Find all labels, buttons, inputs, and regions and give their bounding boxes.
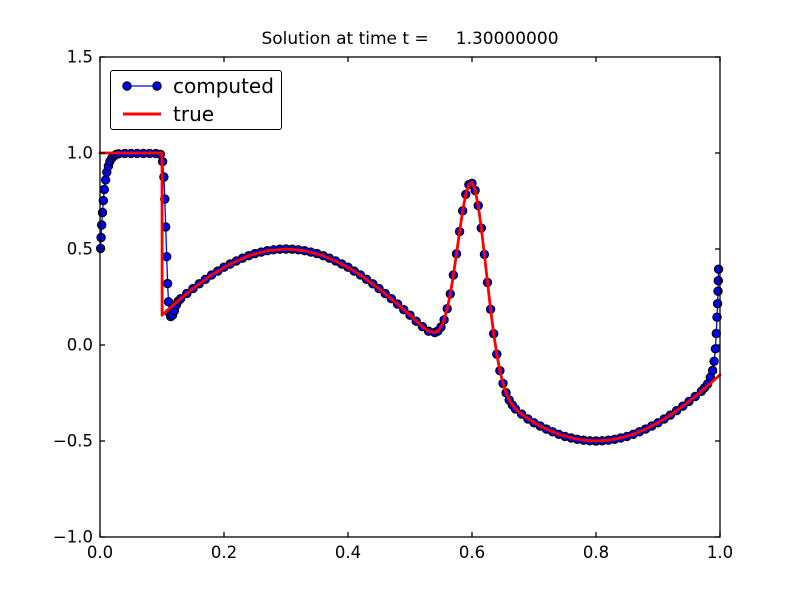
y-tick-label: 0.0 (67, 336, 93, 355)
data-point (161, 252, 172, 262)
x-tick-label: 0.0 (87, 543, 113, 562)
chart-title: Solution at time t = 1.30000000 (261, 29, 559, 49)
data-point (98, 195, 109, 206)
data-point (711, 328, 722, 339)
legend-label-computed: computed (173, 74, 274, 98)
x-tick-label: 0.4 (335, 543, 361, 562)
x-tick-label: 0.2 (211, 543, 237, 562)
y-tick-label: 1.0 (67, 144, 93, 163)
data-point (713, 286, 723, 296)
y-tick-label: −1.0 (53, 528, 93, 547)
true-legend-sample (123, 112, 161, 116)
data-point (100, 175, 111, 185)
computed-legend-marker (152, 81, 162, 91)
data-point (96, 232, 106, 243)
data-point (99, 184, 110, 195)
true-series-line (98, 151, 722, 443)
y-tick-label: −0.5 (53, 432, 93, 451)
legend-entry-computed: computed (111, 72, 281, 100)
data-point (162, 278, 173, 289)
data-point (713, 264, 724, 274)
computed-legend-sample (122, 81, 162, 91)
data-point (707, 365, 718, 376)
x-tick-label: 1.0 (707, 543, 733, 562)
data-point (163, 297, 174, 307)
x-tick-label: 0.8 (583, 543, 609, 562)
data-point (712, 312, 722, 322)
y-tick-label: 0.5 (67, 240, 93, 259)
axes-border (99, 56, 721, 538)
computed-series-line (99, 152, 720, 442)
computed-series-markers (95, 148, 724, 446)
legend-label-true: true (173, 102, 215, 126)
data-point (709, 356, 719, 366)
data-point (96, 220, 107, 230)
x-tick-label: 0.6 (459, 543, 485, 562)
data-point (713, 276, 724, 286)
computed-legend-marker (122, 81, 132, 91)
data-point (710, 344, 721, 354)
y-tick-label: 1.5 (67, 48, 93, 67)
legend-entry-true: true (111, 100, 281, 128)
legend: computed true (110, 70, 282, 130)
